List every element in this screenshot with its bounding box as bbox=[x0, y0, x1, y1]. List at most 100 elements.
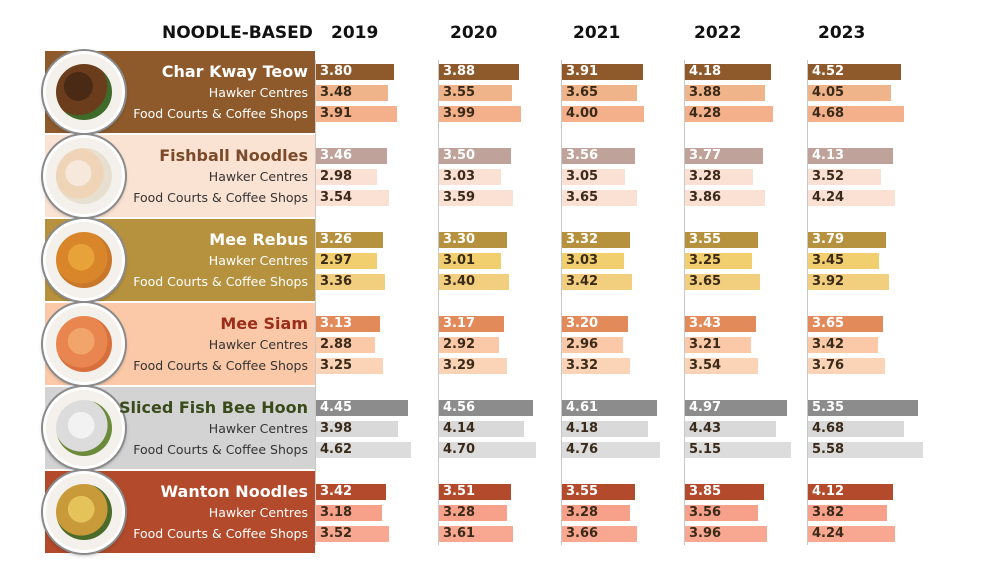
bar-hawker-2023 bbox=[808, 85, 892, 101]
bar-value-label: 4.45 bbox=[320, 400, 353, 415]
bar-value-label: 2.88 bbox=[320, 337, 353, 352]
bar-hawker-2021 bbox=[562, 421, 649, 437]
bar-food-courts-2019 bbox=[316, 106, 397, 122]
bar-value-label: 3.61 bbox=[443, 526, 476, 541]
bar-all-2021 bbox=[562, 232, 631, 248]
bar-value-label: 3.99 bbox=[443, 106, 476, 121]
column-divider-2019 bbox=[315, 60, 316, 545]
dish-food-icon bbox=[56, 484, 112, 540]
bar-value-label: 4.68 bbox=[812, 421, 845, 436]
bar-value-label: 2.97 bbox=[320, 253, 353, 268]
bar-value-label: 3.56 bbox=[566, 148, 599, 163]
bar-food-courts-2020 bbox=[439, 358, 507, 374]
bar-hawker-2019 bbox=[316, 85, 388, 101]
bar-value-label: 2.96 bbox=[566, 337, 599, 352]
bar-value-label: 3.42 bbox=[812, 337, 845, 352]
bar-all-2020 bbox=[439, 232, 507, 248]
year-header-2021: 2021 bbox=[573, 23, 621, 43]
bar-value-label: 4.61 bbox=[566, 400, 599, 415]
bar-food-courts-2021 bbox=[562, 442, 661, 458]
bar-value-label: 3.40 bbox=[443, 274, 476, 289]
bar-value-label: 3.65 bbox=[566, 85, 599, 100]
bar-hawker-2022 bbox=[685, 421, 777, 437]
bar-hawker-2020 bbox=[439, 169, 502, 185]
bar-value-label: 4.56 bbox=[443, 400, 476, 415]
bar-all-2019 bbox=[316, 232, 384, 248]
bar-hawker-2019 bbox=[316, 505, 382, 521]
bar-hawker-2023 bbox=[808, 505, 887, 521]
dish-name: Mee Rebus bbox=[209, 230, 308, 249]
bar-food-courts-2020 bbox=[439, 442, 536, 458]
row-label-hawker: Hawker Centres bbox=[208, 253, 308, 268]
bar-value-label: 3.91 bbox=[320, 106, 353, 121]
bar-value-label: 3.54 bbox=[320, 190, 353, 205]
row-label-food-courts: Food Courts & Coffee Shops bbox=[133, 106, 308, 121]
bar-value-label: 4.13 bbox=[812, 148, 845, 163]
bar-food-courts-2021 bbox=[562, 190, 638, 206]
bar-all-2023 bbox=[808, 400, 919, 416]
bar-value-label: 4.28 bbox=[689, 106, 722, 121]
bar-value-label: 3.65 bbox=[689, 274, 722, 289]
bar-food-courts-2019 bbox=[316, 358, 383, 374]
bar-value-label: 3.03 bbox=[443, 169, 476, 184]
bar-value-label: 3.55 bbox=[689, 232, 722, 247]
bar-food-courts-2020 bbox=[439, 190, 513, 206]
bar-hawker-2019 bbox=[316, 253, 378, 269]
bar-value-label: 4.97 bbox=[689, 400, 722, 415]
bar-value-label: 3.98 bbox=[320, 421, 353, 436]
bar-value-label: 3.92 bbox=[812, 274, 845, 289]
year-header-2020: 2020 bbox=[450, 23, 498, 43]
bar-value-label: 3.28 bbox=[443, 505, 476, 520]
bar-all-2022 bbox=[685, 400, 788, 416]
bar-value-label: 3.66 bbox=[566, 526, 599, 541]
bar-food-courts-2022 bbox=[685, 274, 761, 290]
bar-value-label: 3.82 bbox=[812, 505, 845, 520]
bar-value-label: 3.42 bbox=[320, 484, 353, 499]
bar-value-label: 3.32 bbox=[566, 232, 599, 247]
dish-food-icon bbox=[56, 64, 112, 120]
bar-all-2020 bbox=[439, 148, 512, 164]
bar-food-courts-2022 bbox=[685, 358, 758, 374]
bar-value-label: 3.52 bbox=[812, 169, 845, 184]
bar-value-label: 4.24 bbox=[812, 190, 845, 205]
bar-all-2021 bbox=[562, 484, 636, 500]
bar-food-courts-2023 bbox=[808, 358, 886, 374]
bar-value-label: 3.32 bbox=[566, 358, 599, 373]
bar-food-courts-2020 bbox=[439, 106, 522, 122]
bar-food-courts-2023 bbox=[808, 190, 896, 206]
bar-value-label: 3.17 bbox=[443, 316, 476, 331]
bar-food-courts-2019 bbox=[316, 190, 389, 206]
bar-value-label: 4.18 bbox=[566, 421, 599, 436]
bar-hawker-2020 bbox=[439, 85, 513, 101]
bar-value-label: 3.88 bbox=[689, 85, 722, 100]
bar-value-label: 3.26 bbox=[320, 232, 353, 247]
bar-all-2020 bbox=[439, 64, 519, 80]
row-label-hawker: Hawker Centres bbox=[208, 421, 308, 436]
bar-value-label: 3.36 bbox=[320, 274, 353, 289]
bar-value-label: 3.20 bbox=[566, 316, 599, 331]
bar-hawker-2019 bbox=[316, 169, 378, 185]
bar-hawker-2022 bbox=[685, 505, 759, 521]
bar-all-2020 bbox=[439, 316, 505, 332]
bar-value-label: 4.24 bbox=[812, 526, 845, 541]
bar-value-label: 5.35 bbox=[812, 400, 845, 415]
bar-value-label: 3.01 bbox=[443, 253, 476, 268]
row-label-food-courts: Food Courts & Coffee Shops bbox=[133, 274, 308, 289]
dish-name: Wanton Noodles bbox=[160, 482, 308, 501]
bar-value-label: 3.03 bbox=[566, 253, 599, 268]
bar-hawker-2021 bbox=[562, 85, 638, 101]
bar-value-label: 3.91 bbox=[566, 64, 599, 79]
bar-hawker-2019 bbox=[316, 337, 376, 353]
bar-value-label: 3.86 bbox=[689, 190, 722, 205]
bar-all-2021 bbox=[562, 64, 643, 80]
row-label-food-courts: Food Courts & Coffee Shops bbox=[133, 442, 308, 457]
bar-food-courts-2019 bbox=[316, 274, 386, 290]
bar-hawker-2019 bbox=[316, 421, 398, 437]
bar-value-label: 3.79 bbox=[812, 232, 845, 247]
column-divider-2023 bbox=[807, 60, 808, 545]
dish-name: Mee Siam bbox=[220, 314, 308, 333]
char-kway-teow-plate-icon bbox=[43, 51, 125, 133]
row-label-food-courts: Food Courts & Coffee Shops bbox=[133, 526, 308, 541]
bar-value-label: 3.55 bbox=[443, 85, 476, 100]
